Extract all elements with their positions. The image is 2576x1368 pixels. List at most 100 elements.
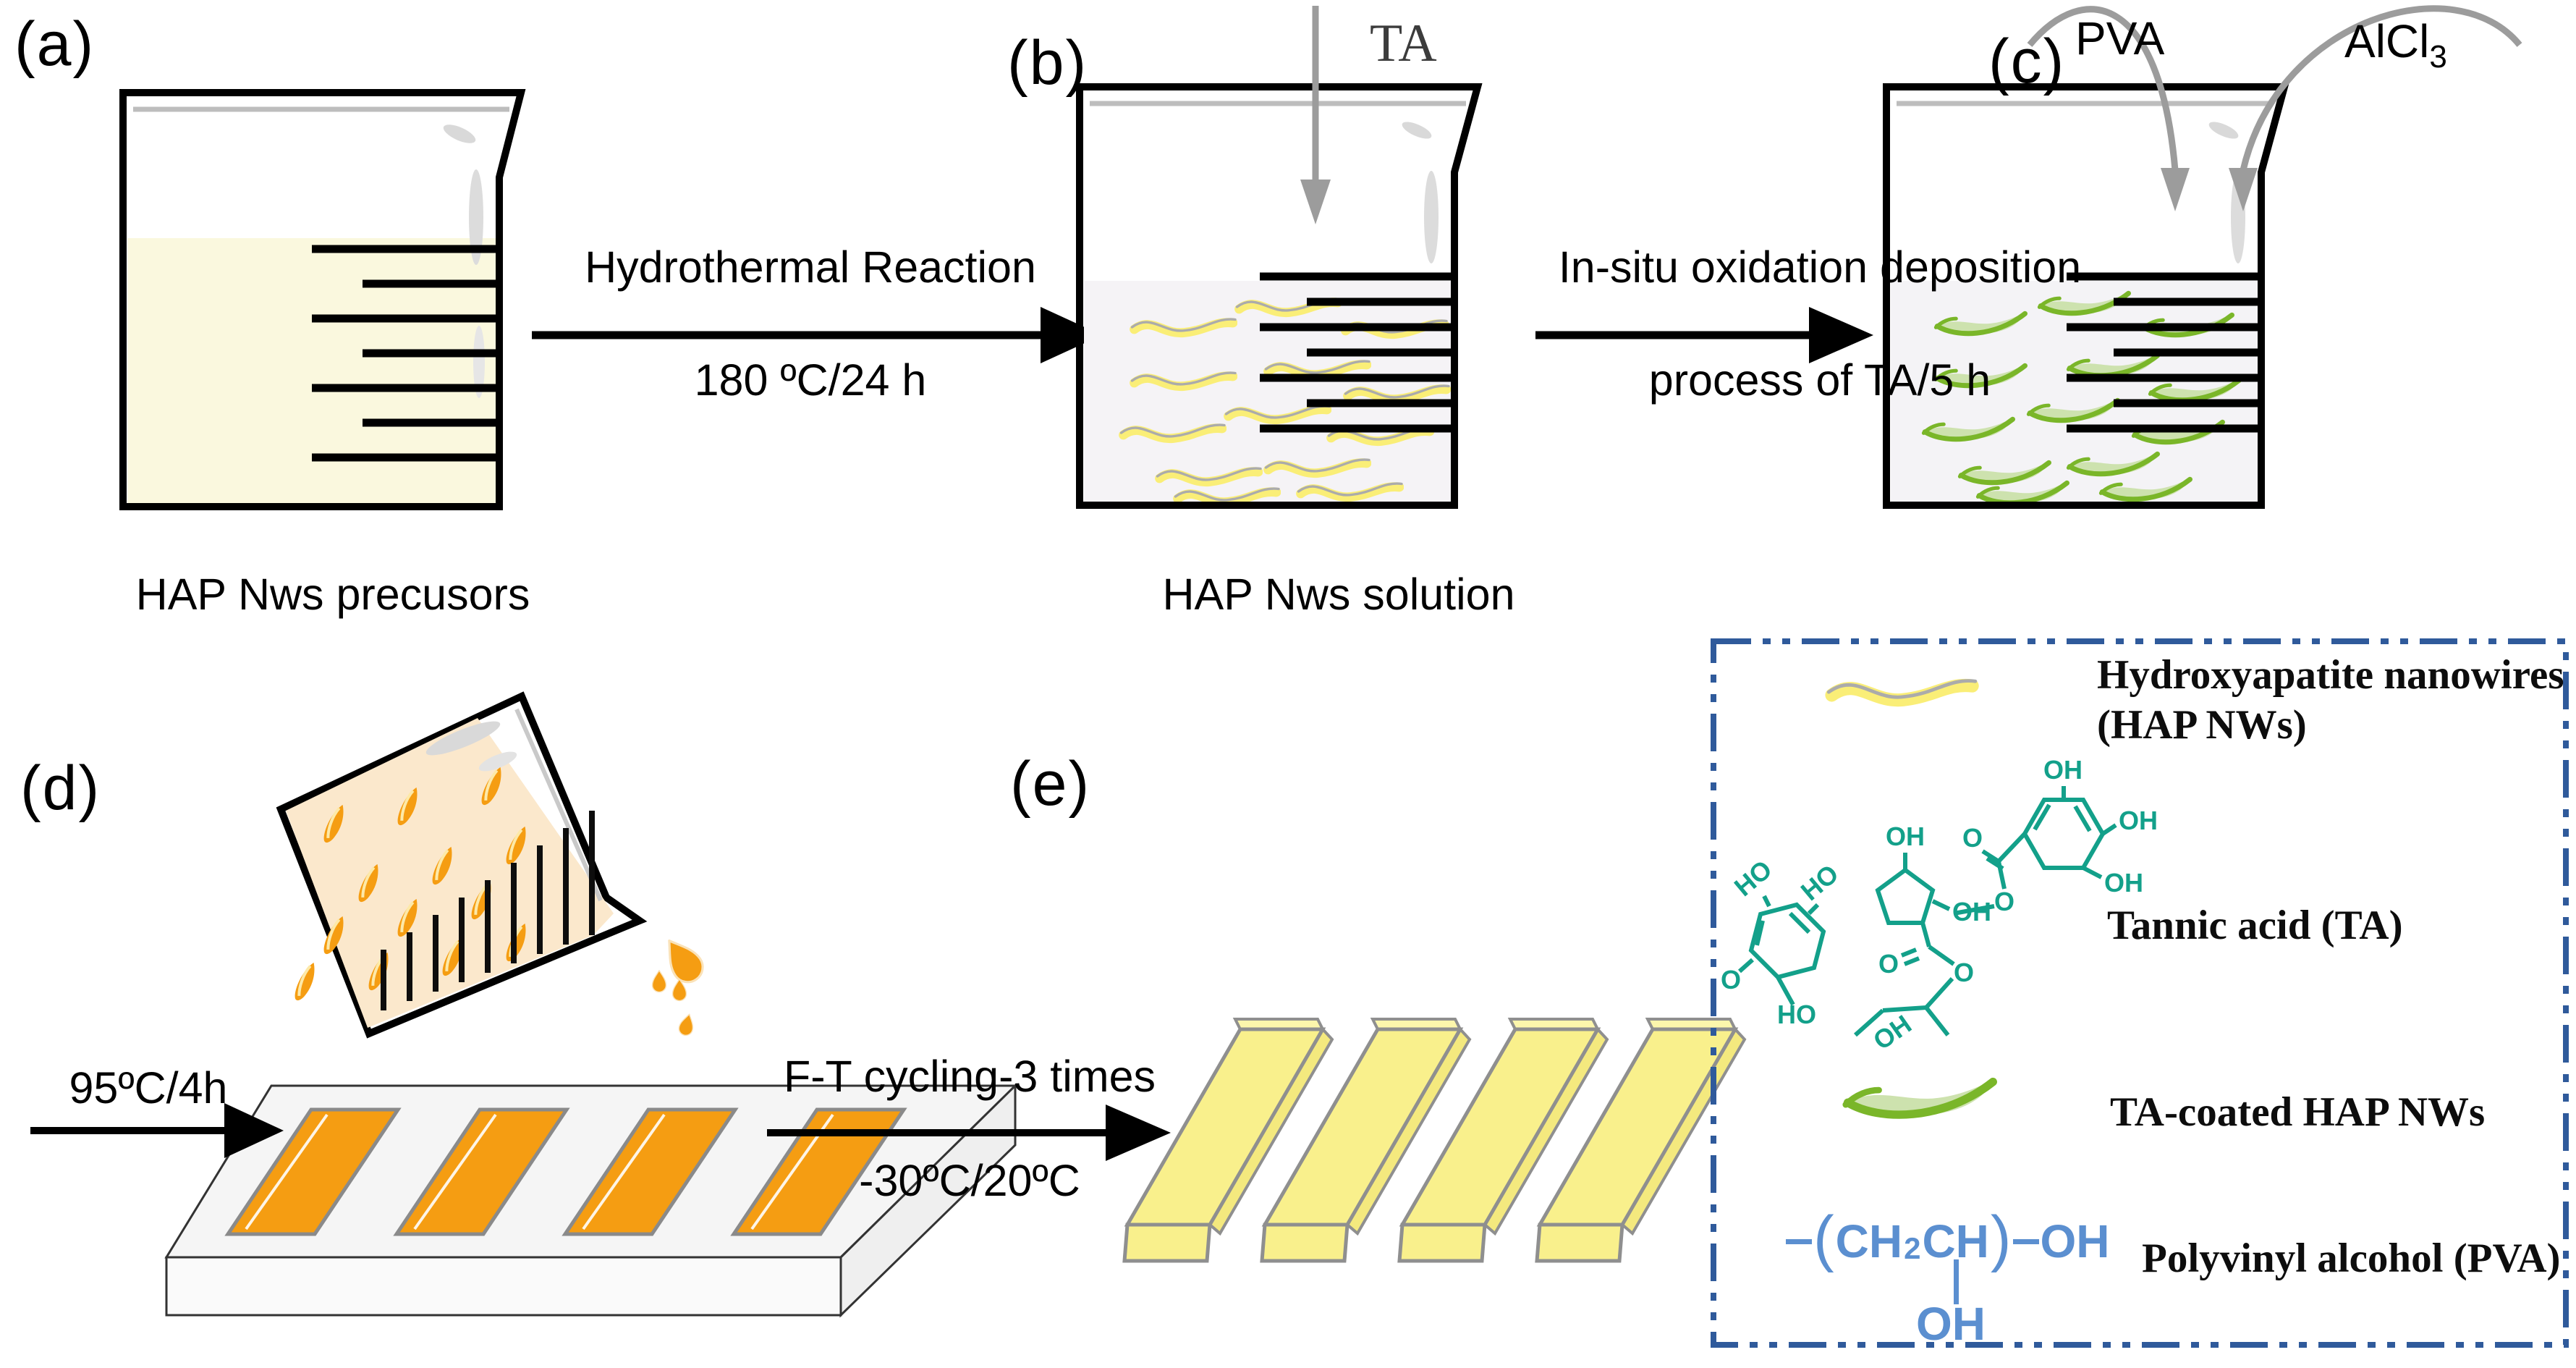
orange-gel-strips [224, 1107, 907, 1236]
glass-reflection [425, 721, 501, 756]
arrow3-label: 95ºC/4h [69, 1063, 228, 1112]
svg-text:OH: OH [1886, 822, 1925, 851]
legend-item-pva: Polyvinyl alcohol (PVA) [2142, 1236, 2561, 1281]
arrowhead [1809, 307, 1873, 363]
arrow-hydrothermal [532, 307, 1102, 363]
arrow1-label-top: Hydrothermal Reaction [585, 242, 1036, 292]
platform-front [165, 1256, 842, 1317]
graduation-marks-c [2067, 272, 2258, 433]
svg-text:O: O [1954, 958, 1974, 987]
svg-text:O: O [1962, 823, 1983, 853]
graduation-marks-b [1260, 272, 1452, 433]
aerogel-strip [1535, 1018, 1747, 1263]
pva-open-paren: ( [1813, 1204, 1834, 1273]
arrow4-label-bottom: -30ºC/20ºC [859, 1156, 1080, 1205]
panel-d-label: (d) [20, 753, 101, 823]
pva-ch2: CH [1922, 1215, 1989, 1267]
pva-input-arrow [2027, 6, 2190, 211]
pva-sub2: 2 [1904, 1231, 1921, 1265]
bond-line [2012, 1238, 2039, 1244]
legend-item-tannic-acid: Tannic acid (TA) [2107, 903, 2403, 948]
legend-item-hap-line1: Hydroxyapatite nanowires [2097, 652, 2564, 698]
pouring-container [276, 691, 710, 1039]
svg-text:OH: OH [1952, 897, 1991, 926]
legend-border [1711, 638, 2569, 1348]
ta-input-arrow [1300, 6, 1331, 224]
arrowhead [1300, 180, 1331, 224]
glass-reflection [2208, 122, 2239, 139]
pouring-droplets [651, 931, 710, 1038]
arrow-ft-cycling [767, 1105, 1171, 1161]
graduation-marks-a [312, 245, 496, 462]
svg-text:OH: OH [2104, 868, 2143, 898]
arrow2-label-top: In-situ oxidation deposition [1558, 242, 2082, 292]
glass-reflection [1424, 171, 1439, 263]
arrowhead [2229, 168, 2258, 211]
legend-ta-coated-icon [1846, 1080, 1994, 1115]
svg-text:HO: HO [1777, 1000, 1816, 1029]
glass-reflection [478, 751, 517, 772]
tannic-acid-structure-icon [1738, 786, 2117, 1037]
pva-oh-below: OH [1916, 1298, 1986, 1350]
arrowhead [2161, 168, 2190, 211]
beaker-a-outline [119, 89, 526, 510]
pva-oh-side: OH [2040, 1215, 2110, 1267]
ta-input-label: TA [1370, 14, 1437, 73]
panel-c-label: (c) [1988, 27, 2066, 96]
alcl3-input-arrow [2229, 5, 2522, 211]
alcl3-subscript: 3 [2429, 38, 2447, 75]
beaker-c-outline [1883, 83, 2289, 509]
pva-input-label: PVA [2075, 12, 2165, 64]
beaker-b [1076, 6, 1483, 509]
svg-text:OH: OH [2119, 806, 2158, 835]
legend-item-ta-coated: TA-coated HAP NWs [2110, 1089, 2486, 1135]
svg-text:OH: OH [2043, 755, 2083, 785]
beaker-a [119, 89, 526, 510]
svg-text:O: O [1721, 965, 1741, 995]
glass-reflection [1402, 122, 1432, 139]
glass-reflection [473, 326, 485, 398]
svg-text:O: O [1878, 949, 1899, 979]
svg-text:HO: HO [1729, 854, 1778, 902]
beaker-c [1883, 5, 2522, 509]
pva-structure-icon: (CH 2 CH) OH [1786, 1204, 2110, 1273]
pva-close-paren: ) [1990, 1204, 2012, 1273]
mold-platform [164, 1083, 1018, 1318]
graduation-comb [381, 811, 595, 1010]
panel-a-label: (a) [14, 9, 96, 79]
alcl3-input-label: AlCl3 [2344, 14, 2447, 75]
legend-hap-nanowire-icon [1829, 681, 1975, 701]
arrowhead [1041, 307, 1102, 363]
svg-text:HO: HO [1795, 858, 1844, 906]
arrow-casting [30, 1103, 284, 1158]
arrow-oxidation [1535, 307, 1873, 363]
precursor-liquid [127, 238, 496, 504]
aerogel-strip [1397, 1018, 1609, 1263]
arrow4-label-top: F-T cycling-3 times [783, 1052, 1156, 1101]
pva-vertical-bond [1954, 1259, 1959, 1304]
arrow2-label-bottom: process of TA/5 h [1648, 355, 1991, 405]
glass-reflection [469, 169, 483, 265]
arrowhead [224, 1103, 284, 1158]
beaker-b-outline [1076, 83, 1483, 509]
svg-text:O: O [1994, 887, 2014, 916]
alcl3-base: AlCl [2344, 15, 2430, 67]
arrow1-label-bottom: 180 ºC/24 h [694, 355, 927, 405]
beaker-a-caption: HAP Nws precusors [135, 570, 530, 619]
legend-item-hap-nws: Hydroxyapatite nanowires (HAP NWs) [2097, 650, 2564, 750]
panel-e-label: (e) [1010, 749, 1091, 819]
container-inner-rim [514, 708, 603, 902]
aerogel-strip [1122, 1018, 1334, 1263]
pva-ch: CH [1835, 1215, 1903, 1267]
aerogel-strips [1122, 1018, 1747, 1263]
panel-b-label: (b) [1007, 28, 1088, 98]
beaker-b-caption: HAP Nws solution [1162, 570, 1515, 619]
arrowhead [1106, 1105, 1171, 1161]
glass-reflection [443, 124, 476, 143]
slurry-liquid [286, 718, 614, 1028]
legend-item-hap-line2: (HAP NWs) [2097, 702, 2307, 748]
aerogel-strip [1260, 1018, 1472, 1263]
bond-line [1786, 1238, 1812, 1244]
